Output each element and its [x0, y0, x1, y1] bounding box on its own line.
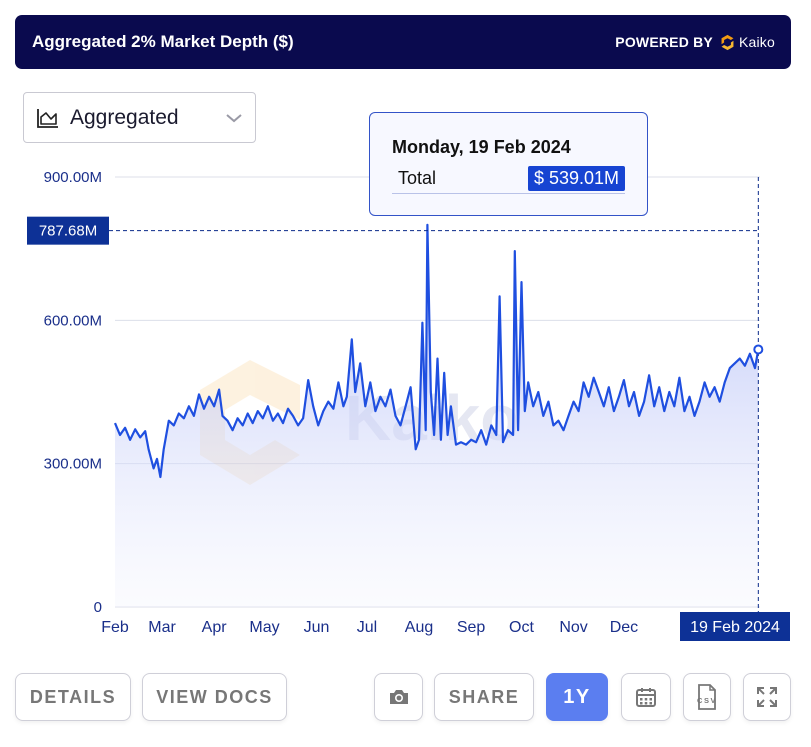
expand-icon [757, 687, 777, 707]
camera-button[interactable] [374, 673, 423, 721]
tooltip-row: Total $ 539.01M [392, 163, 625, 194]
y-tick-label: 900.00M [44, 169, 102, 186]
x-tick-label: Dec [610, 619, 638, 636]
series-dropdown[interactable]: Aggregated [23, 92, 256, 143]
csv-label: CSV [697, 696, 717, 705]
y-tick-label: 600.00M [44, 312, 102, 329]
hover-tooltip: Monday, 19 Feb 2024 Total $ 539.01M [369, 112, 648, 216]
crosshair-x-label: 19 Feb 2024 [680, 612, 790, 641]
tooltip-value: $ 539.01M [527, 165, 625, 191]
chart-title: Aggregated 2% Market Depth ($) [32, 32, 294, 51]
calendar-button[interactable] [621, 673, 671, 721]
crosshair-y-label-text: 787.68M [39, 223, 97, 240]
chevron-down-icon [226, 113, 242, 122]
x-tick-label: May [249, 619, 279, 636]
y-tick-label: 0 [94, 599, 102, 616]
x-tick-label: Oct [509, 619, 534, 636]
x-tick-label: Mar [148, 619, 176, 636]
x-tick-label: Apr [202, 619, 228, 636]
area-chart-icon [37, 108, 58, 128]
csv-file-icon: CSV [697, 684, 717, 710]
tooltip-date: Monday, 19 Feb 2024 [392, 137, 571, 157]
view-docs-button[interactable]: VIEW DOCS [142, 673, 287, 721]
x-tick-label: Aug [405, 619, 433, 636]
y-tick-label: 300.00M [44, 456, 102, 473]
x-tick-label: Jun [304, 619, 330, 636]
series-area [115, 224, 759, 608]
range-1y-button[interactable]: 1Y [546, 673, 608, 721]
x-tick-label: Sep [457, 619, 486, 636]
powered-by[interactable]: POWERED BY Kaiko [615, 34, 775, 51]
crosshair-y-label: 787.68M [27, 216, 109, 245]
powered-by-label: POWERED BY [615, 34, 713, 50]
x-tick-label: Nov [559, 619, 587, 636]
csv-download-button[interactable]: CSV [683, 673, 731, 721]
calendar-icon [636, 688, 656, 707]
expand-button[interactable] [743, 673, 791, 721]
chart-header: Aggregated 2% Market Depth ($) POWERED B… [15, 15, 791, 69]
x-tick-label: Feb [101, 619, 129, 636]
kaiko-logo-icon [721, 34, 734, 50]
hover-point [753, 344, 764, 355]
series-dropdown-label: Aggregated [70, 105, 179, 129]
share-button[interactable]: SHARE [434, 673, 534, 721]
tooltip-label: Total [398, 167, 437, 188]
series-line [113, 223, 760, 479]
details-button[interactable]: DETAILS [15, 673, 131, 721]
kaiko-brand: Kaiko [719, 34, 775, 51]
x-tick-label: Jul [357, 619, 377, 636]
camera-icon [389, 690, 408, 704]
crosshair-x-label-text: 19 Feb 2024 [690, 619, 780, 636]
kaiko-brand-name: Kaiko [738, 34, 775, 50]
